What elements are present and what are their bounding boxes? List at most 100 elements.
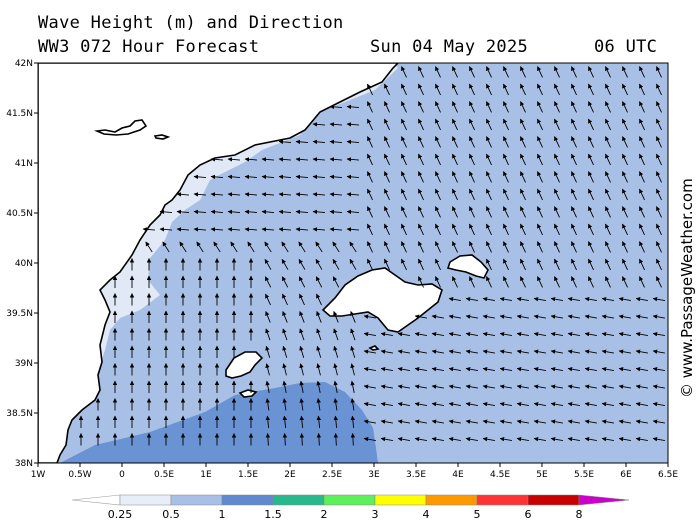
wave-arrow: [265, 328, 271, 341]
wave-arrow: [554, 101, 560, 113]
wave-arrow: [635, 384, 648, 389]
wave-arrow: [618, 384, 631, 389]
wave-arrow: [299, 433, 305, 446]
legend-max-tip: [578, 494, 630, 506]
wave-arrow: [469, 153, 475, 166]
wave-arrow: [346, 227, 360, 232]
lon-tick-label: 6E: [620, 470, 632, 480]
wave-arrow: [316, 363, 321, 376]
wave-arrow: [520, 153, 526, 166]
wave-arrow: [571, 241, 577, 253]
wave-arrow: [380, 384, 393, 389]
wave-arrow: [367, 83, 373, 96]
wave-arrow: [179, 241, 187, 253]
wave-arrow: [622, 276, 628, 288]
wave-arrow: [652, 349, 665, 354]
wave-arrow: [363, 349, 376, 354]
wave-arrow: [520, 83, 526, 96]
wave-arrow: [618, 331, 631, 337]
wave-arrow: [584, 436, 597, 442]
wave-arrow: [210, 174, 224, 180]
wave-arrow: [367, 118, 373, 131]
wave-arrow: [554, 276, 560, 288]
wave-arrow: [312, 174, 326, 180]
wave-arrow: [503, 223, 509, 236]
wave-arrow: [639, 83, 645, 96]
wave-arrow: [264, 258, 272, 270]
wave-arrow: [414, 349, 427, 354]
wave-arrow: [482, 384, 495, 389]
wave-arrow: [244, 157, 258, 162]
wave-arrow: [265, 293, 271, 306]
wave-arrow: [448, 349, 461, 354]
mid-wave-zone-coast: [60, 63, 668, 463]
wave-arrow: [516, 331, 529, 337]
lon-tick-label: 5E: [536, 470, 548, 480]
lon-tick-label: 5.5E: [574, 470, 594, 480]
wave-arrow: [588, 136, 594, 148]
wave-arrow: [384, 206, 390, 218]
wave-arrow: [639, 223, 645, 236]
wave-arrow: [605, 153, 611, 166]
wave-arrow: [264, 276, 272, 288]
wave-arrow: [350, 433, 356, 446]
wave-arrow: [282, 398, 287, 411]
wave-arrow: [299, 328, 305, 341]
wave-arrow: [656, 83, 662, 96]
lat-tick-label: 39N: [15, 359, 33, 369]
wave-arrow: [346, 157, 360, 162]
wave-arrow: [418, 206, 424, 218]
wave-arrow: [162, 241, 170, 253]
wave-arrow: [469, 118, 475, 131]
wave-arrow: [652, 419, 665, 424]
lon-tick-label: 4E: [452, 470, 464, 480]
wave-arrow: [482, 419, 495, 424]
wave-arrow: [350, 398, 355, 411]
wave-arrow: [431, 314, 444, 319]
forecast-time: 06 UTC: [594, 37, 658, 57]
wave-arrow: [622, 188, 628, 201]
legend-swatch: [425, 494, 478, 506]
wave-arrow: [367, 206, 373, 218]
wave-arrow: [550, 349, 563, 354]
wave-arrow: [482, 349, 495, 354]
wave-arrow: [622, 101, 628, 113]
wave-arrow: [418, 101, 424, 113]
wave-arrow: [316, 380, 321, 393]
wave-arrow: [349, 258, 357, 270]
wave-arrow: [584, 384, 597, 389]
wave-arrow: [397, 384, 410, 389]
wave-arrow: [486, 223, 492, 236]
wave-arrow: [486, 66, 492, 78]
island-menorca: [446, 254, 489, 279]
wave-arrow: [350, 415, 356, 429]
wave-arrow: [261, 209, 275, 215]
legend-swatch: [323, 494, 376, 506]
wave-arrow: [448, 331, 461, 337]
island-ibiza: [225, 351, 264, 379]
wave-arrow: [281, 258, 289, 270]
wave-arrow: [332, 241, 340, 253]
wave-arrow: [465, 296, 478, 302]
legend-label: 0.5: [162, 508, 180, 521]
credit-text: © www.PassageWeather.com: [678, 178, 696, 398]
wave-arrow: [601, 331, 614, 337]
wave-arrow: [486, 153, 492, 166]
wave-arrow: [486, 188, 492, 201]
wave-arrow: [452, 206, 458, 218]
lon-tick-label: 1E: [200, 470, 212, 480]
wave-arrow: [265, 345, 271, 358]
wave-arrow: [435, 101, 441, 113]
wave-arrow: [367, 223, 373, 236]
wave-arrow: [499, 419, 512, 424]
wave-arrow: [550, 384, 563, 389]
wave-arrow: [316, 433, 322, 446]
wave-arrow: [316, 415, 322, 429]
wave-arrow: [159, 209, 173, 215]
wave-arrow: [622, 83, 628, 96]
wave-arrow: [554, 118, 560, 131]
wave-arrow: [435, 241, 441, 253]
wave-arrow: [635, 349, 648, 354]
wave-arrow: [486, 136, 492, 148]
wave-arrow: [601, 366, 614, 372]
